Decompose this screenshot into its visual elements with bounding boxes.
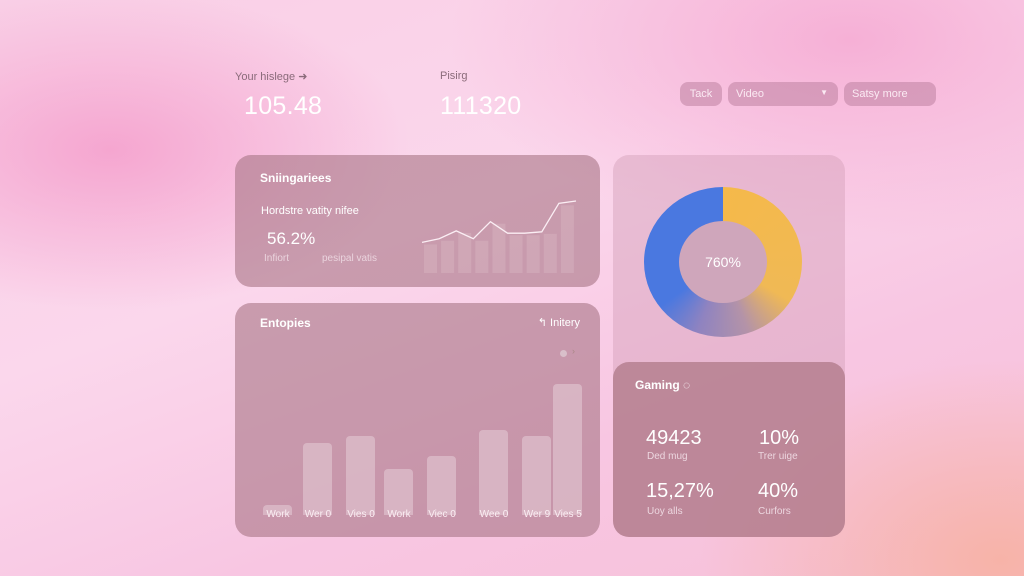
stat-label: Curfors xyxy=(758,506,791,517)
chevron-down-icon: ▼ xyxy=(820,88,828,97)
donut-center-label: 760% xyxy=(705,254,741,270)
sparkline-bar xyxy=(492,223,506,273)
bar xyxy=(346,436,375,515)
stat-value: 10% xyxy=(759,427,800,449)
bar xyxy=(479,429,508,515)
stat-label: Ded mug xyxy=(647,451,688,462)
tack-button[interactable]: Tack xyxy=(680,82,722,106)
stat-label: Trer uige xyxy=(758,451,798,462)
summary-card: Sniingariees Hordstre vatity nifee 56.2%… xyxy=(235,155,600,287)
sparkline-bar xyxy=(543,233,557,273)
video-select-value: Video xyxy=(736,88,764,100)
metric1-value: 105.48 xyxy=(244,92,323,120)
summary-value: 56.2% xyxy=(267,229,316,248)
bar xyxy=(263,505,292,515)
history-icon: ↰ xyxy=(537,317,547,329)
sparkline-chart xyxy=(421,200,577,273)
sparkline-bar xyxy=(441,240,455,273)
x-tick-label: Wee 0 xyxy=(479,509,509,520)
history-link[interactable]: ↰ Initery xyxy=(537,317,580,329)
metric1-label: Your hislege ➜ xyxy=(235,71,308,83)
gaming-card: Gaming ◌ 49423 Ded mug 10% Trer uige 15,… xyxy=(613,362,845,537)
x-tick-label: Viec 0 xyxy=(428,509,456,520)
bar xyxy=(384,469,413,515)
gamepad-icon: ◌ xyxy=(683,378,691,392)
sparkline-bar xyxy=(526,235,540,273)
bar xyxy=(553,384,582,515)
summary-label-left: Infiort xyxy=(264,253,290,264)
summary-subtitle: Hordstre vatity nifee xyxy=(261,205,359,217)
stat-value: 40% xyxy=(758,480,799,502)
sparkline-bar xyxy=(458,232,472,273)
sparkline-line xyxy=(421,200,577,244)
bar xyxy=(303,442,332,515)
arrow-icon: ➜ xyxy=(298,71,308,83)
sparkline-bar xyxy=(475,240,489,273)
sparkline-bar xyxy=(424,244,437,273)
stat-value: 15,27% xyxy=(646,480,714,502)
chevron-right-icon[interactable]: › xyxy=(572,346,575,356)
metric2-label: Pisirg xyxy=(440,70,468,82)
donut-chart: 760% xyxy=(644,187,802,337)
bar xyxy=(522,436,551,515)
sparkline-bar xyxy=(560,205,574,273)
sparkline-bar xyxy=(509,235,523,273)
x-tick-label: Wer 0 xyxy=(304,509,332,520)
x-tick-label: Vies 5 xyxy=(554,509,582,520)
x-tick-label: Vies 0 xyxy=(347,509,375,520)
gaming-title: Gaming ◌ xyxy=(635,378,691,392)
metric2-value: 111320 xyxy=(440,92,522,120)
summary-title: Sniingariees xyxy=(260,171,332,185)
bar xyxy=(427,456,456,515)
x-tick-label: Work xyxy=(266,509,290,520)
stat-label: Uoy alls xyxy=(647,506,683,517)
video-select[interactable]: Video ▼ xyxy=(728,82,838,106)
bar-chart-title: Entopies xyxy=(260,316,311,330)
summary-label-right: pesipal vatis xyxy=(322,253,378,264)
more-button[interactable]: Satsy more xyxy=(844,82,936,106)
pager-dot[interactable] xyxy=(560,350,567,357)
x-tick-label: Work xyxy=(387,509,411,520)
x-tick-label: Wer 9 xyxy=(523,509,551,520)
stat-value: 49423 xyxy=(646,427,702,449)
